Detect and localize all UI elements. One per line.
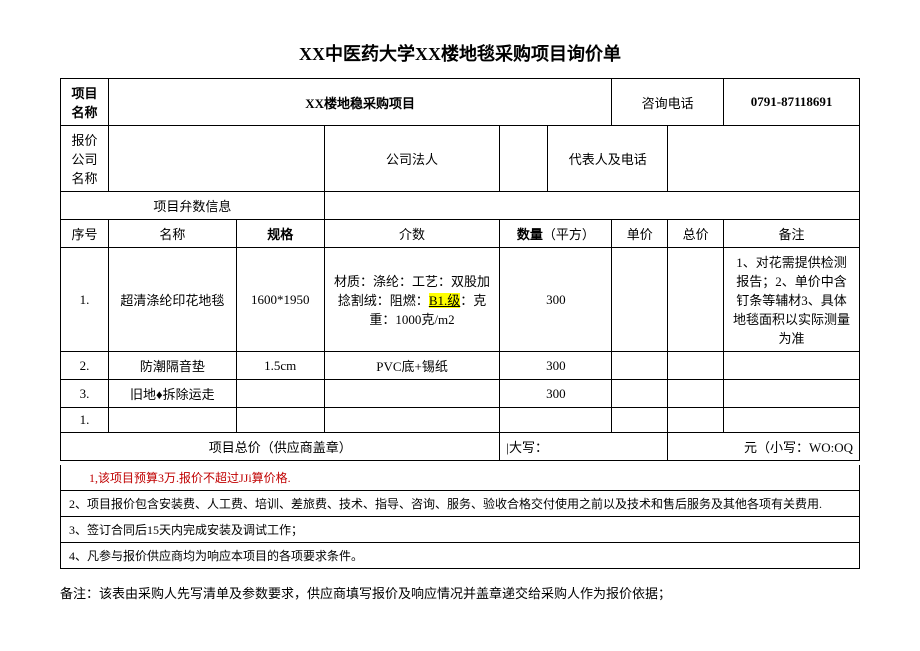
cell-qty: 300 (500, 352, 612, 380)
cell-seq: 1. (61, 408, 109, 433)
cell-param: 材质：涤纶：工艺：双股加捻割绒：阻燃：B1.级：克重：1000克/m2 (324, 248, 500, 352)
cell-remark: 1、对花需提供检测报告；2、单价中含钉条等辅材3、具体地毯面积以实际测量为准 (724, 248, 860, 352)
table-row: 1. (61, 408, 860, 433)
cell-param (324, 408, 500, 433)
consult-phone-value: 0791-87118691 (724, 79, 860, 126)
footnote: 备注：该表由采购人先写清单及参数要求，供应商填写报价及响应情况并盖章递交给采购人… (60, 583, 860, 602)
cell-total-price (668, 380, 724, 408)
rep-contact-label: 代表人及电话 (548, 126, 668, 192)
col-total-price: 总价 (668, 220, 724, 248)
param-info-label: 项目弁数信息 (61, 192, 325, 220)
header-row-2: 报价公司名称 公司法人 代表人及电话 (61, 126, 860, 192)
cell-name (108, 408, 236, 433)
quote-company-label: 报价公司名称 (61, 126, 109, 192)
header-row-1: 项目名称 XX楼地稳采购项目 咨询电话 0791-87118691 (61, 79, 860, 126)
cell-seq: 2. (61, 352, 109, 380)
col-unit-price: 单价 (612, 220, 668, 248)
table-row: 3. 旧地♦拆除运走 300 (61, 380, 860, 408)
quote-company-value (108, 126, 324, 192)
cell-total-price (668, 408, 724, 433)
project-name-label: 项目名称 (61, 79, 109, 126)
col-param: 介数 (324, 220, 500, 248)
note-line: 1,该项目预算3万.报价不超过JJi算价格. (60, 465, 860, 491)
total-row: 项目总价（供应商盖章） |大写： 元（小写：WO:OQ (61, 433, 860, 461)
inquiry-table: 项目名称 XX楼地稳采购项目 咨询电话 0791-87118691 报价公司名称… (60, 78, 860, 461)
col-remark: 备注 (724, 220, 860, 248)
cell-spec: 1.5cm (236, 352, 324, 380)
col-qty-unit: （平方） (543, 227, 595, 242)
cell-total-price (668, 248, 724, 352)
cell-name: 防潮隔音垫 (108, 352, 236, 380)
total-daxie: |大写： (500, 433, 668, 461)
note-line: 2、项目报价包含安装费、人工费、培训、差旅费、技术、指导、咨询、服务、验收合格交… (60, 491, 860, 517)
cell-spec (236, 408, 324, 433)
param-highlight: B1.级 (429, 293, 460, 308)
cell-total-price (668, 352, 724, 380)
cell-unit-price (612, 380, 668, 408)
total-yuan: 元（小写：WO:OQ (668, 433, 860, 461)
note-line: 4、凡参与报价供应商均为响应本项目的各项要求条件。 (60, 543, 860, 569)
cell-spec (236, 380, 324, 408)
table-row: 1. 超清涤纶印花地毯 1600*1950 材质：涤纶：工艺：双股加捻割绒：阻燃… (61, 248, 860, 352)
cell-name: 旧地♦拆除运走 (108, 380, 236, 408)
col-qty-label: 数量 (517, 227, 543, 242)
table-row: 2. 防潮隔音垫 1.5cm PVC底+锡纸 300 (61, 352, 860, 380)
cell-qty (500, 408, 612, 433)
cell-qty: 300 (500, 248, 612, 352)
legal-person-label: 公司法人 (324, 126, 500, 192)
consult-phone-label: 咨询电话 (612, 79, 724, 126)
notes-block: 1,该项目预算3万.报价不超过JJi算价格. 2、项目报价包含安装费、人工费、培… (60, 465, 860, 569)
cell-remark (724, 380, 860, 408)
cell-remark (724, 352, 860, 380)
cell-param: PVC底+锡纸 (324, 352, 500, 380)
project-name-value: XX楼地稳采购项目 (108, 79, 611, 126)
cell-seq: 3. (61, 380, 109, 408)
cell-name: 超清涤纶印花地毯 (108, 248, 236, 352)
legal-person-value (500, 126, 548, 192)
col-name: 名称 (108, 220, 236, 248)
cell-unit-price (612, 352, 668, 380)
col-seq: 序号 (61, 220, 109, 248)
total-label: 项目总价（供应商盖章） (61, 433, 500, 461)
col-qty: 数量（平方） (500, 220, 612, 248)
cell-spec: 1600*1950 (236, 248, 324, 352)
cell-unit-price (612, 248, 668, 352)
cell-seq: 1. (61, 248, 109, 352)
param-info-blank (324, 192, 859, 220)
col-spec: 规格 (236, 220, 324, 248)
cell-param (324, 380, 500, 408)
param-info-row: 项目弁数信息 (61, 192, 860, 220)
page-title: XX中医药大学XX楼地毯采购项目询价单 (60, 40, 860, 66)
note-line: 3、签订合同后15天内完成安装及调试工作； (60, 517, 860, 543)
cell-remark (724, 408, 860, 433)
rep-contact-value (668, 126, 860, 192)
cell-qty: 300 (500, 380, 612, 408)
column-header-row: 序号 名称 规格 介数 数量（平方） 单价 总价 备注 (61, 220, 860, 248)
cell-unit-price (612, 408, 668, 433)
